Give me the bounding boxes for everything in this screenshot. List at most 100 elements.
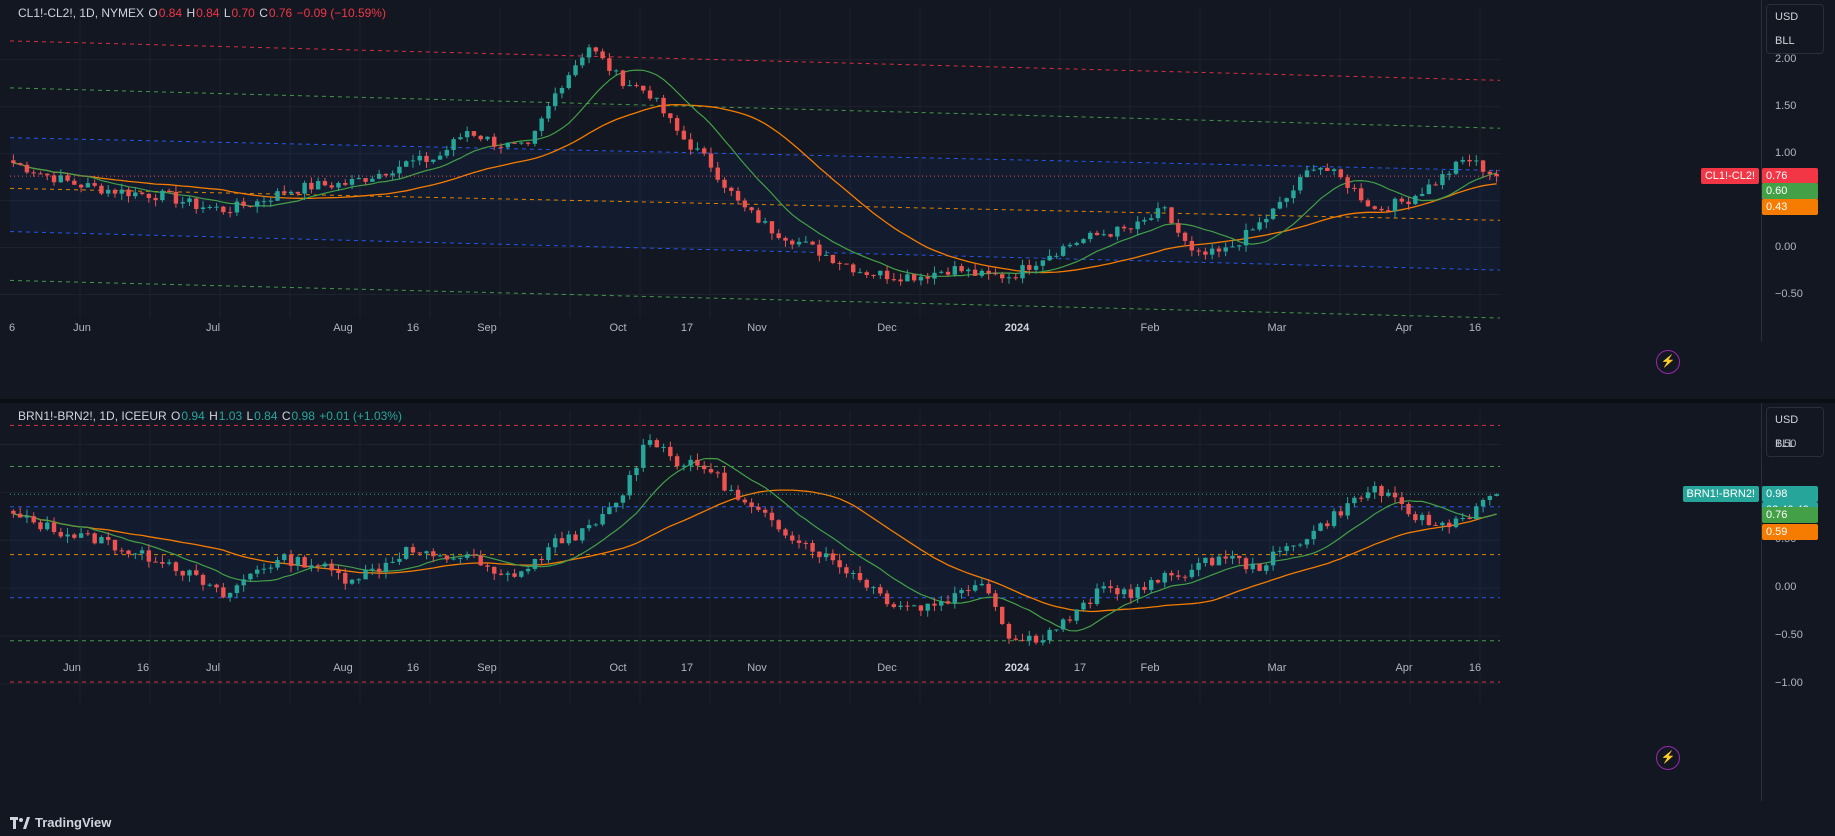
unit-box[interactable]: USD BLL: [1766, 407, 1824, 457]
candle: [573, 534, 578, 541]
candle: [431, 551, 436, 557]
candle: [1088, 602, 1093, 605]
candle: [315, 565, 321, 567]
candle: [769, 512, 775, 521]
candle: [1311, 169, 1316, 171]
unit-label: BLL: [1775, 35, 1795, 47]
candle: [1013, 638, 1018, 640]
channel-line: [9, 137, 1501, 172]
price-tick-label: 1.50: [1775, 99, 1797, 112]
candle: [106, 189, 111, 194]
candle: [376, 173, 382, 179]
price-tick-label: 1.50: [1775, 437, 1797, 450]
tradingview-logo[interactable]: TradingView: [10, 815, 111, 830]
lightning-icon[interactable]: ⚡: [1656, 350, 1680, 374]
candle: [634, 467, 639, 476]
price-plot-top[interactable]: [0, 0, 1762, 342]
candle: [78, 184, 84, 188]
time-tick-label: Nov: [747, 322, 767, 334]
candle: [1358, 497, 1364, 499]
candle: [979, 583, 985, 586]
candle: [1372, 486, 1377, 493]
unit-label: BLL: [1775, 438, 1795, 450]
time-tick-label: Feb: [1140, 662, 1160, 674]
candle: [1474, 160, 1479, 162]
candle: [783, 529, 788, 536]
time-tick-label: 16: [1468, 322, 1482, 334]
open-value: 0.94: [181, 409, 205, 423]
candle: [194, 570, 199, 575]
candle: [674, 456, 680, 467]
candle: [1257, 222, 1262, 230]
candle: [830, 254, 836, 264]
legend-bottom: BRN1!-BRN2!, 1D, ICEEUR O0.94 H1.03 L0.8…: [18, 409, 402, 423]
brand-label: TradingView: [35, 815, 112, 830]
candle: [45, 522, 50, 530]
candle: [749, 502, 754, 507]
candle: [1284, 198, 1289, 202]
candle: [864, 272, 869, 275]
price-scale-bottom[interactable]: USD BLL 1.501.000.500.00−0.50−1.000.9802…: [1761, 403, 1835, 801]
candle: [790, 240, 795, 245]
candle: [1447, 173, 1452, 175]
candle: [729, 489, 734, 491]
candle: [1142, 219, 1147, 222]
price-scale-top[interactable]: USD BLL 2.001.501.000.500.00−0.500.7601:…: [1761, 0, 1835, 342]
candle: [1094, 232, 1100, 236]
candle: [553, 538, 558, 548]
candle: [654, 97, 659, 99]
candle: [397, 166, 402, 174]
candle: [668, 113, 673, 119]
candle: [688, 139, 693, 150]
time-tick-label: Jun: [73, 322, 91, 334]
candle: [1088, 232, 1093, 240]
price-plot-bottom[interactable]: [0, 403, 1762, 801]
candle: [1006, 277, 1012, 279]
channel-line: [9, 87, 1501, 129]
candle: [884, 270, 890, 280]
candle: [431, 159, 436, 162]
candle: [11, 160, 16, 164]
candle: [1386, 492, 1391, 496]
candle: [1155, 580, 1161, 583]
candle: [471, 131, 477, 136]
candle: [207, 207, 212, 209]
candle: [1399, 497, 1404, 504]
unit-box[interactable]: USD BLL: [1766, 4, 1824, 54]
candle: [1040, 260, 1046, 266]
candle: [315, 181, 321, 190]
candle: [112, 189, 118, 194]
candle: [1176, 575, 1181, 577]
candle: [1264, 565, 1269, 571]
candle: [566, 75, 571, 89]
candle: [661, 446, 666, 448]
candle: [370, 568, 375, 570]
lightning-icon[interactable]: ⚡: [1656, 746, 1680, 770]
candle: [1480, 160, 1486, 172]
channel-line: [9, 231, 1501, 271]
candle: [1284, 546, 1289, 551]
candle: [796, 241, 802, 245]
channel-line: [9, 40, 1501, 81]
candle: [221, 587, 226, 598]
candle: [925, 603, 930, 611]
candle: [559, 88, 565, 94]
candle: [485, 565, 490, 567]
high-value: 1.03: [218, 409, 243, 423]
candle: [288, 554, 294, 566]
candle: [1467, 159, 1472, 162]
chart-pane-bottom[interactable]: BRN1!-BRN2!, 1D, ICEEUR O0.94 H1.03 L0.8…: [0, 403, 1835, 801]
candle: [1392, 492, 1398, 498]
pane-divider[interactable]: [0, 399, 1835, 403]
candle: [444, 555, 450, 560]
time-tick-label: 6: [8, 322, 16, 334]
candle: [146, 550, 152, 562]
candle: [1149, 218, 1154, 220]
candle: [634, 85, 639, 87]
time-tick-label: Sep: [477, 322, 497, 334]
candle: [1406, 201, 1411, 205]
candle: [742, 499, 748, 503]
candle: [1291, 545, 1296, 547]
chart-pane-top[interactable]: CL1!-CL2!, 1D, NYMEX O0.84 H0.84 L0.70 C…: [0, 0, 1835, 374]
candle: [715, 472, 720, 474]
